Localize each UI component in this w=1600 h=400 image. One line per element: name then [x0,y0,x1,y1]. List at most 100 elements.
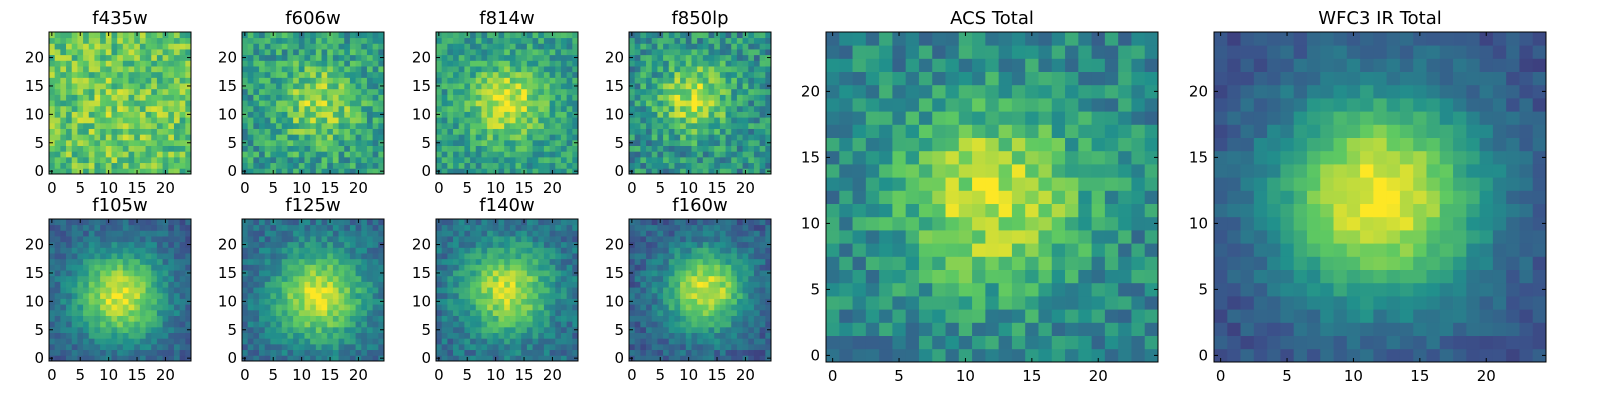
pixel [719,139,726,146]
pixel [60,32,67,39]
pixel [293,49,300,56]
pixel [566,145,573,152]
pixel [122,139,129,146]
pixel [100,122,107,129]
pixel [338,275,345,282]
pixel [572,66,579,73]
pixel [122,321,129,328]
pixel [173,275,181,282]
x-tick-label: 0 [240,179,250,197]
pixel [111,349,118,356]
pixel [634,355,641,362]
pixel [287,241,294,248]
pixel [83,77,90,84]
pixel [458,60,465,67]
pixel [315,304,322,311]
pixel [151,219,158,226]
pixel [458,309,465,316]
pixel [304,54,311,61]
pixel [731,37,738,44]
pixel [100,343,107,351]
pixel [60,60,67,67]
pixel [66,162,73,169]
pixel [509,111,516,118]
pixel [441,338,448,345]
pixel [253,60,260,67]
pixel [111,77,118,84]
pixel [298,338,305,345]
pixel [134,270,141,277]
pixel [156,292,163,299]
pixel [748,60,755,67]
x-tick-label: 0 [47,179,57,197]
pixel [361,298,368,305]
pixel [242,309,249,316]
pixel [702,326,709,333]
pixel [100,117,107,124]
pixel [162,162,169,169]
pixel [71,60,78,67]
pixel [145,230,152,237]
pixel [128,253,135,260]
pixel [458,162,465,169]
pixel [736,309,743,316]
pixel [640,292,647,299]
pixel [470,32,477,39]
pixel [629,88,636,95]
pixel [702,315,709,322]
pixel [515,287,522,294]
pixel [145,281,152,288]
pixel [532,258,539,265]
pixel [674,355,681,362]
pixel [151,145,158,152]
pixel [646,145,653,152]
pixel [122,355,129,362]
pixel [315,37,322,44]
pixel [634,32,641,39]
pixel [60,281,67,288]
pixel [173,304,181,311]
pixel [111,88,118,95]
pixel [349,247,356,254]
pixel [515,298,522,305]
pixel [685,88,692,95]
pixel [674,162,681,169]
pixel [504,128,511,135]
pixel [253,247,260,254]
pixel [748,54,755,61]
pixel [702,134,709,141]
pixel [560,332,568,339]
pixel [151,117,158,124]
pixel [492,71,499,78]
pixel [697,54,704,61]
pixel [71,134,78,141]
pixel [151,156,158,164]
pixel [464,247,471,254]
pixel [88,71,95,78]
pixel [759,54,766,61]
pixel [515,49,522,56]
pixel [247,168,254,175]
pixel [680,111,687,118]
pixel [344,298,351,305]
pixel [378,309,385,316]
pixel [436,343,443,351]
pixel [441,151,448,158]
pixel [321,247,328,254]
pixel [94,343,101,351]
pixel [742,122,749,129]
pixel [725,37,732,44]
pixel [128,224,135,231]
pixel [117,247,124,254]
pixel [458,253,465,260]
pixel [742,66,749,73]
pixel [276,168,283,175]
pixel [378,43,385,50]
pixel [549,94,556,101]
pixel [111,343,118,351]
pixel [532,321,539,328]
pixel [697,315,704,322]
pixel [663,332,670,339]
pixel [441,287,448,294]
pixel [49,117,56,124]
